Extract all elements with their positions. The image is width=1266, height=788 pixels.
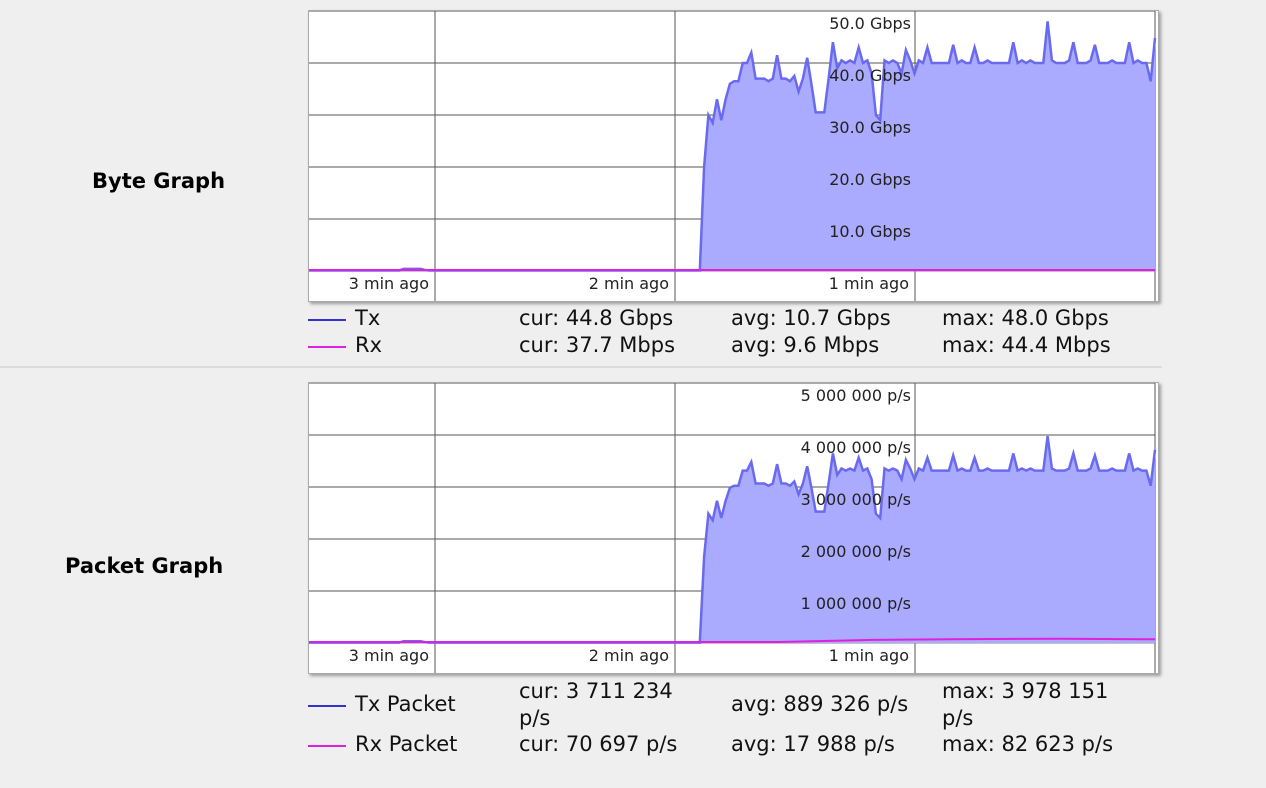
rx-swatch (308, 346, 346, 348)
rx-line (309, 637, 1156, 643)
y-tick-label: 5 000 000 p/s (801, 386, 911, 405)
legend-name: Tx Packet (355, 692, 456, 716)
x-tick-label: 1 min ago (829, 646, 909, 665)
y-tick-label: 1 000 000 p/s (801, 594, 911, 613)
packet-graph-canvas: 5 000 000 p/s 4 000 000 p/s 3 000 000 p/s 2… (309, 383, 1157, 673)
packet-graph: 5 000 000 p/s 4 000 000 p/s 3 000 000 p/s 2… (308, 382, 1159, 674)
packet-graph-label: Packet Graph (65, 554, 224, 578)
legend-row-tx-packet: Tx Packet cur: 3 711 234 p/s avg: 889 32… (308, 678, 1168, 734)
legend-max: max: 82 623 p/s (942, 732, 1114, 756)
legend-max: max: 48.0 Gbps (942, 306, 1109, 330)
byte-graph-label: Byte Graph (92, 169, 226, 193)
legend-avg: avg: 9.6 Mbps (731, 333, 880, 357)
x-tick-label: 2 min ago (589, 646, 669, 665)
tx-swatch (308, 319, 346, 321)
rx-packet-swatch (308, 745, 346, 747)
x-tick-label: 3 min ago (349, 274, 429, 293)
legend-cur: cur: 70 697 p/s (519, 732, 678, 756)
y-tick-label: 10.0 Gbps (829, 222, 911, 241)
legend-row-rx-packet: Rx Packet cur: 70 697 p/s avg: 17 988 p/… (308, 732, 1168, 758)
legend-name: Rx Packet (355, 732, 458, 756)
tx-area (309, 436, 1155, 643)
legend-cur: cur: 3 711 234 p/s (519, 679, 673, 730)
y-tick-label: 20.0 Gbps (829, 170, 911, 189)
legend-cur: cur: 44.8 Gbps (519, 306, 674, 330)
legend-max: max: 3 978 151 p/s (942, 679, 1109, 730)
y-tick-label: 2 000 000 p/s (801, 542, 911, 561)
tx-packet-swatch (308, 705, 346, 707)
legend-name: Tx (355, 306, 381, 330)
y-tick-label: 50.0 Gbps (829, 14, 911, 33)
section-divider (0, 366, 1162, 368)
y-tick-label: 4 000 000 p/s (801, 438, 911, 457)
legend-avg: avg: 889 326 p/s (731, 692, 909, 716)
tx-area (309, 21, 1155, 272)
y-tick-label: 40.0 Gbps (829, 66, 911, 85)
x-tick-label: 1 min ago (829, 274, 909, 293)
legend-cur: cur: 37.7 Mbps (519, 333, 676, 357)
legend-row-tx: Tx cur: 44.8 Gbps avg: 10.7 Gbps max: 48… (308, 306, 1168, 332)
legend-name: Rx (355, 333, 383, 357)
legend-max: max: 44.4 Mbps (942, 333, 1111, 357)
legend-avg: avg: 17 988 p/s (731, 732, 895, 756)
x-tick-label: 2 min ago (589, 274, 669, 293)
byte-graph-canvas: 50.0 Gbps 40.0 Gbps 30.0 Gbps 20.0 Gbps 10.0… (309, 11, 1157, 301)
legend-row-rx: Rx cur: 37.7 Mbps avg: 9.6 Mbps max: 44.… (308, 333, 1168, 359)
x-tick-label: 3 min ago (349, 646, 429, 665)
y-tick-label: 30.0 Gbps (829, 118, 911, 137)
legend-avg: avg: 10.7 Gbps (731, 306, 891, 330)
byte-graph: 50.0 Gbps 40.0 Gbps 30.0 Gbps 20.0 Gbps 10.0… (308, 10, 1159, 302)
y-tick-label: 3 000 000 p/s (801, 490, 911, 509)
